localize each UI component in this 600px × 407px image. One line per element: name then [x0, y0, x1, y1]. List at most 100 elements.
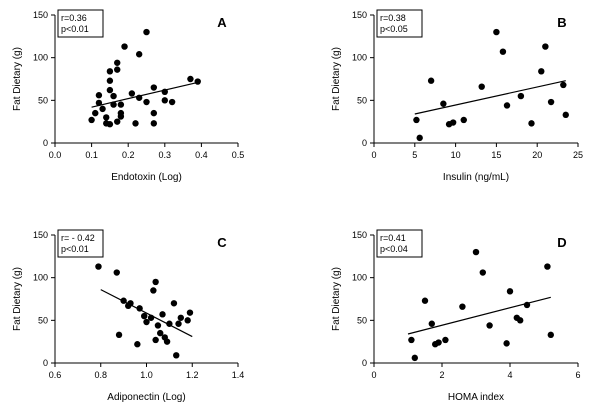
- data-point: [177, 314, 185, 321]
- data-point: [544, 263, 551, 270]
- correlation-label: r= - 0.42: [61, 233, 95, 243]
- x-tick-label: 25: [573, 150, 583, 160]
- stats-box: [376, 229, 423, 258]
- data-point: [194, 78, 201, 85]
- correlation-label: r=0.36: [61, 13, 87, 23]
- data-point: [449, 119, 457, 126]
- data-point: [486, 322, 493, 329]
- data-point: [411, 354, 418, 362]
- panel-letter: B: [557, 15, 566, 30]
- data-point: [517, 92, 525, 100]
- panel-letter: D: [557, 235, 566, 250]
- x-tick-label: 4: [507, 370, 512, 380]
- data-point: [143, 28, 150, 36]
- data-point: [186, 309, 194, 316]
- x-tick-label: 0: [371, 370, 376, 380]
- data-point: [95, 92, 103, 99]
- x-axis-title: Insulin (ng/mL): [443, 172, 509, 183]
- data-point: [92, 109, 99, 117]
- data-point: [127, 300, 134, 307]
- data-point: [503, 340, 510, 347]
- p-value-label: p<0.05: [380, 24, 408, 34]
- y-tick-label: 0: [43, 138, 48, 148]
- chart-panel-d: 0 50 100 150 0 2 4 6 HOMA index Fat Dietary (g) r=…: [331, 229, 581, 403]
- data-point: [110, 101, 117, 108]
- data-point: [114, 59, 121, 66]
- x-tick-label: 10: [451, 150, 461, 160]
- data-point: [170, 300, 178, 307]
- y-tick-label: 100: [352, 53, 367, 63]
- data-point: [506, 288, 514, 295]
- y-tick-label: 50: [357, 315, 367, 325]
- data-point: [106, 121, 114, 128]
- y-tick-label: 150: [352, 10, 367, 20]
- data-point: [440, 100, 447, 107]
- x-tick-label: 1.4: [232, 370, 245, 380]
- data-point: [106, 77, 114, 84]
- data-point: [110, 92, 117, 100]
- y-axis-title: Fat Dietary (g): [12, 47, 23, 111]
- x-tick-label: 0.4: [195, 150, 208, 160]
- data-point: [168, 98, 176, 106]
- x-tick-label: 15: [491, 150, 501, 160]
- panel-letter: C: [217, 235, 227, 250]
- x-tick-label: 0.6: [49, 370, 62, 380]
- x-tick-label: 0.2: [122, 150, 135, 160]
- x-tick-label: 6: [575, 370, 580, 380]
- data-point: [517, 317, 524, 324]
- data-point: [150, 84, 158, 91]
- data-point: [95, 99, 103, 107]
- data-point: [114, 66, 121, 73]
- data-point: [528, 120, 535, 127]
- data-point: [103, 114, 110, 121]
- data-point: [99, 105, 106, 113]
- data-point: [152, 336, 159, 344]
- data-point: [136, 305, 143, 312]
- data-point: [114, 118, 121, 125]
- x-tick-label: 0.8: [94, 370, 107, 380]
- data-point: [106, 86, 114, 94]
- data-point: [88, 116, 95, 124]
- y-axis-title: Fat Dietary (g): [331, 47, 342, 111]
- y-tick-label: 100: [33, 273, 48, 283]
- data-point: [134, 341, 141, 348]
- data-point: [547, 98, 555, 106]
- p-value-label: p<0.04: [380, 244, 408, 254]
- stats-box: [57, 9, 104, 38]
- data-point: [421, 297, 429, 304]
- data-point: [427, 77, 435, 84]
- data-point: [106, 68, 114, 75]
- data-point: [150, 109, 158, 117]
- data-point: [150, 120, 158, 127]
- data-point: [435, 339, 442, 346]
- y-axis-title: Fat Dietary (g): [12, 267, 23, 331]
- x-tick-label: 0.3: [159, 150, 172, 160]
- p-value-label: p<0.01: [61, 244, 89, 254]
- data-point: [459, 303, 466, 310]
- correlation-label: r=0.38: [380, 13, 406, 23]
- data-point: [499, 48, 507, 55]
- data-point: [562, 111, 569, 119]
- correlation-label: r=0.41: [380, 233, 406, 243]
- x-tick-label: 0: [371, 150, 376, 160]
- y-tick-label: 150: [352, 230, 367, 240]
- panel-letter: A: [217, 15, 227, 30]
- data-point: [493, 28, 500, 36]
- data-point: [479, 269, 486, 276]
- data-point: [113, 269, 120, 276]
- data-point: [408, 336, 415, 344]
- x-tick-label: 1.0: [140, 370, 153, 380]
- data-point: [161, 97, 168, 104]
- x-axis-title: Adiponectin (Log): [107, 392, 185, 403]
- y-tick-label: 50: [38, 315, 48, 325]
- y-tick-label: 50: [357, 95, 367, 105]
- data-point: [175, 320, 182, 327]
- data-point: [413, 116, 420, 124]
- data-point: [442, 336, 449, 344]
- x-tick-label: 2: [439, 370, 444, 380]
- x-tick-label: 0.1: [85, 150, 98, 160]
- data-point: [132, 120, 139, 127]
- y-tick-label: 0: [362, 358, 367, 368]
- stats-box: [57, 229, 104, 258]
- data-point: [159, 311, 166, 318]
